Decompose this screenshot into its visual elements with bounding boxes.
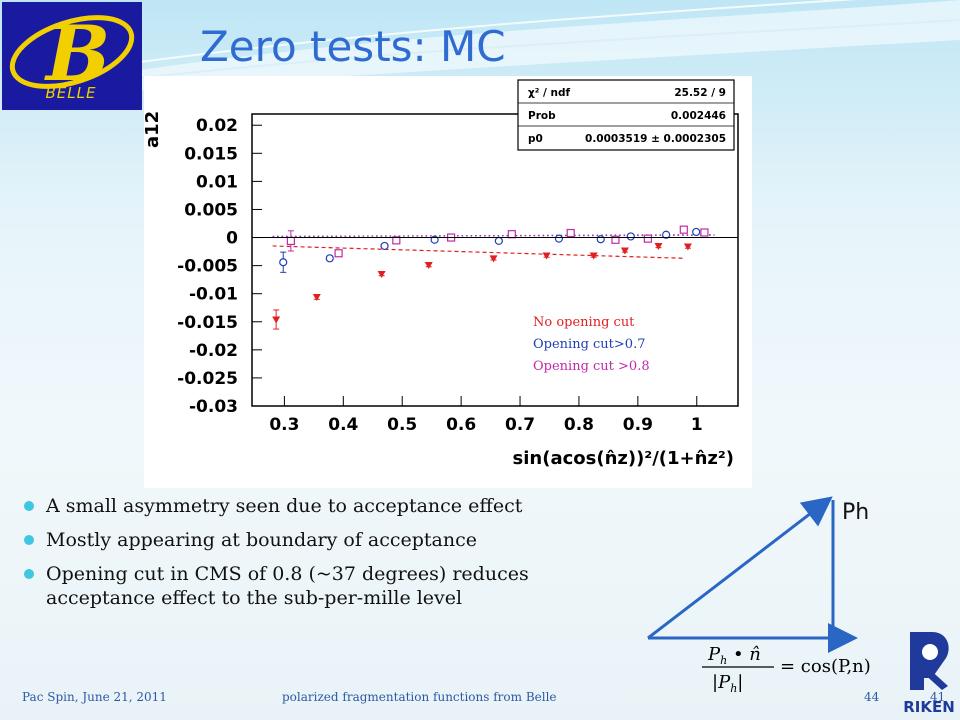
data-point: [424, 262, 433, 270]
stats-label: p0: [528, 133, 543, 145]
footer-left: Pac Spin, June 21, 2011: [22, 690, 167, 704]
data-point: [542, 252, 551, 260]
data-point: [334, 249, 343, 258]
data-point: [489, 255, 498, 263]
bullet-text: Mostly appearing at boundary of acceptan…: [46, 529, 477, 551]
stats-box: χ² / ndf 25.52 / 9 Prob 0.002446 p0 0.00…: [517, 79, 735, 151]
cos-formula: Ph • n̂ |Ph| = cos(P,n): [702, 644, 871, 692]
y-tick-label: 0: [226, 229, 238, 249]
data-point: [700, 228, 709, 237]
data-point: [554, 234, 564, 243]
data-points: [272, 225, 709, 330]
formula-rhs: = cos(P,n): [780, 656, 871, 677]
logo-text: BELLE: [45, 84, 97, 102]
data-point: [507, 230, 516, 239]
data-point: [392, 236, 401, 245]
legend-cut-07: Opening cut>0.7: [533, 337, 645, 352]
x-ticks: 0.3 0.4 0.5 0.6 0.7 0.8 0.9 1: [269, 396, 703, 435]
svg-text:RIKEN: RIKEN: [903, 698, 955, 716]
data-point: [589, 252, 598, 260]
data-point: [566, 228, 575, 238]
fit-line: [272, 234, 715, 238]
data-point: [683, 243, 692, 251]
x-tick-label: 0.5: [387, 415, 417, 435]
data-point: [325, 254, 334, 263]
y-axis-label: a12: [144, 111, 163, 148]
data-point: [380, 241, 389, 251]
data-point: [679, 225, 688, 234]
data-point: [620, 247, 629, 255]
y-ticks: 0.02 0.015 0.01 0.005 0 -0.005 -0.01 -0.015 -0.0…: [177, 116, 262, 417]
bullet-text: A small asymmetry seen due to acceptance…: [46, 495, 523, 517]
ph-label: Ph: [842, 500, 870, 525]
data-point: [286, 236, 295, 246]
stats-label: χ² / ndf: [528, 87, 571, 99]
scatter-plot: 0.02 0.015 0.01 0.005 0 -0.005 -0.01 -0.015 -0.0…: [142, 79, 739, 469]
data-point: [596, 235, 605, 244]
data-point: [643, 234, 652, 243]
y-tick-label: -0.005: [177, 257, 238, 277]
belle-logo: B BELLE: [2, 2, 142, 110]
y-tick-label: -0.03: [189, 397, 238, 417]
y-tick-label: -0.015: [177, 313, 238, 333]
header-swoosh: [139, 0, 960, 90]
legend-no-cut: No opening cut: [533, 315, 635, 330]
x-tick-label: 0.8: [564, 415, 594, 435]
y-tick-label: 0.005: [184, 200, 238, 220]
stats-value: 0.002446: [671, 110, 726, 122]
x-tick-label: 0.3: [269, 415, 299, 435]
data-point: [626, 232, 635, 241]
y-tick-label: 0.015: [184, 144, 238, 164]
data-point: [654, 242, 663, 250]
x-tick-label: 0.9: [623, 415, 653, 435]
stats-label: Prob: [528, 110, 556, 122]
bullet-item: A small asymmetry seen due to acceptance…: [22, 494, 632, 518]
fit-lines: [272, 234, 715, 259]
data-point: [312, 294, 321, 302]
data-point: [662, 230, 671, 239]
bullet-list: A small asymmetry seen due to acceptance…: [22, 494, 632, 620]
stats-value: 0.0003519 ± 0.0002305: [585, 133, 726, 145]
x-tick-label: 0.4: [328, 415, 358, 435]
bullet-item: Opening cut in CMS of 0.8 (~37 degrees) …: [22, 562, 632, 610]
y-tick-label: 0.02: [196, 116, 238, 136]
bullet-dot-icon: [24, 501, 34, 511]
data-point: [611, 235, 620, 244]
footer-page-overlap: 41: [930, 690, 946, 704]
svg-text:|Ph|: |Ph|: [712, 672, 743, 692]
bullet-dot-icon: [24, 535, 34, 545]
plot-frame: [251, 113, 739, 407]
bullet-item: Mostly appearing at boundary of acceptan…: [22, 528, 632, 552]
hypotenuse-arrow: [647, 496, 833, 640]
svg-text:Ph • n̂: Ph • n̂: [707, 644, 761, 667]
legend-cut-08: Opening cut >0.8: [533, 359, 650, 374]
fit-line: [272, 245, 685, 259]
footer-center: polarized fragmentation functions from B…: [282, 690, 557, 704]
y-tick-label: -0.025: [177, 369, 238, 389]
stats-value: 25.52 / 9: [674, 87, 726, 99]
data-point: [377, 271, 386, 279]
data-point: [692, 227, 701, 237]
data-point: [494, 236, 503, 246]
x-tick-label: 0.7: [505, 415, 535, 435]
slide-title: Zero tests: MC: [200, 22, 506, 71]
vector-diagram: [647, 496, 858, 653]
y-tick-label: -0.01: [189, 285, 238, 305]
footer-page: 44: [864, 690, 880, 704]
legend: No opening cut Opening cut>0.7 Opening c…: [533, 315, 650, 374]
riken-logo: RIKEN: [903, 632, 955, 716]
data-point: [272, 316, 281, 324]
bullet-dot-icon: [24, 569, 34, 579]
y-tick-label: 0.01: [196, 172, 238, 192]
x-tick-label: 0.6: [446, 415, 476, 435]
data-point: [279, 258, 288, 267]
plot-panel: 0.02 0.015 0.01 0.005 0 -0.005 -0.01 -0.015 -0.0…: [142, 76, 752, 488]
bullet-text: Opening cut in CMS of 0.8 (~37 degrees) …: [46, 563, 529, 609]
svg-text:B: B: [44, 9, 110, 98]
y-tick-label: -0.02: [189, 341, 238, 361]
x-axis-label: sin(acos(n̂z))²/(1+n̂z²): [513, 448, 734, 469]
x-tick-label: 1: [691, 415, 703, 435]
